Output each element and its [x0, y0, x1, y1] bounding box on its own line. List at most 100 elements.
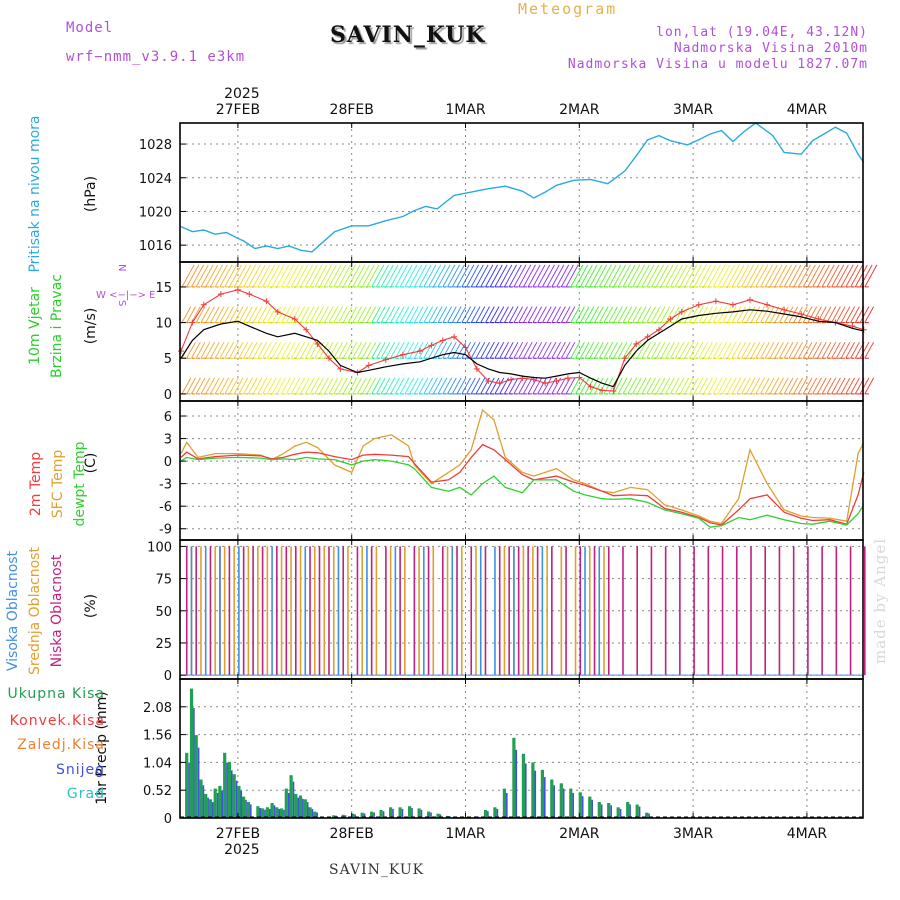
wind-barb [707, 264, 721, 288]
wind-barb [717, 306, 727, 323]
wind-barb [494, 306, 505, 323]
wind-barb [698, 377, 708, 395]
wind-barb [238, 264, 252, 288]
wind-barb [347, 341, 358, 359]
wind-barb [731, 264, 745, 288]
wind-barb [651, 306, 661, 323]
wind-barb [219, 306, 230, 323]
wind-barb [428, 264, 442, 288]
snow-bar [259, 808, 262, 818]
wind-barb [712, 306, 723, 323]
wind-barb [409, 341, 419, 359]
wind-barb [219, 264, 233, 288]
wind-barb [722, 264, 735, 288]
wind-barb [731, 377, 742, 395]
snow-bar [363, 813, 366, 818]
wind-barb [750, 377, 761, 395]
precip-bar [417, 808, 421, 818]
model-label: Model [66, 20, 114, 36]
wind-barb [248, 264, 261, 288]
legend-conv-rain: Konvek.Kisa [9, 713, 105, 729]
wind-barb [475, 377, 486, 395]
model-name: wrf−nmm_v3.9.1 e3km [66, 49, 246, 65]
wind-barb [399, 341, 410, 359]
wind-barb [660, 341, 671, 359]
wind-barb [579, 377, 590, 395]
wind-barb [584, 341, 595, 359]
wind-barb [831, 306, 841, 323]
wind-barb [636, 306, 647, 323]
wind-barb [736, 341, 746, 359]
wind-barb [214, 377, 225, 395]
precip-bar [550, 779, 554, 818]
wind-barb [470, 306, 481, 323]
snow-bar [306, 802, 309, 818]
snow-bar [240, 790, 243, 818]
wind-barb [670, 264, 683, 288]
wind-barb [741, 341, 751, 359]
wind-barb [470, 341, 481, 359]
pressure-line [180, 122, 865, 253]
wind-barb [788, 377, 799, 395]
wind-barb [333, 306, 343, 323]
wind-barb [485, 377, 495, 395]
wind-barb [793, 341, 803, 359]
precip-bar [341, 814, 345, 818]
wind-barb [304, 264, 318, 288]
wind-barb [276, 306, 286, 323]
top-date-label: 4MAR [787, 102, 828, 118]
wind-barb [191, 341, 201, 359]
bottom-date-label: 27FEB [216, 826, 260, 842]
wind-barb [660, 377, 671, 395]
wind-barb [850, 264, 864, 288]
wind-barb [466, 264, 479, 288]
wind-barb [437, 377, 448, 395]
wind-barb [760, 306, 770, 323]
wind-barb [755, 341, 765, 359]
wind-barb [850, 377, 860, 395]
y-tick-label: 6 [164, 410, 172, 425]
wind-barb [508, 377, 519, 395]
y-tick-label: 1.56 [143, 729, 172, 744]
wind-barb [826, 341, 837, 359]
wind-barb [229, 341, 239, 359]
wind-barb [186, 306, 196, 323]
snow-bar [487, 811, 489, 818]
wind-barb [229, 264, 242, 288]
wind-barb [817, 306, 827, 323]
y-tick-label: 1028 [139, 138, 172, 153]
wind-barb [575, 306, 585, 323]
wind-barb [518, 306, 528, 323]
wind-barb [357, 377, 367, 395]
wind-barb [390, 306, 400, 323]
snow-bar [544, 777, 546, 818]
wind-barb [707, 341, 718, 359]
snow-bar [572, 793, 574, 818]
precip-bar [531, 762, 535, 818]
wind-barb [745, 341, 756, 359]
wind-barb [831, 341, 841, 359]
footer-station: SAVIN_KUK [329, 862, 425, 878]
wind-barb [712, 264, 726, 288]
wind-barb [802, 341, 813, 359]
wind-barb [670, 341, 680, 359]
wind-barb [361, 306, 372, 323]
snow-bar [619, 808, 622, 818]
wind-barb [556, 306, 566, 323]
wind-barb [523, 341, 533, 359]
wind-barb [636, 377, 647, 395]
wind-barb [603, 264, 617, 288]
wind-barb [195, 306, 206, 323]
wind-barb [357, 341, 367, 359]
wind-barb [342, 341, 353, 359]
wind-barb [456, 377, 467, 395]
wind-barb [793, 377, 803, 395]
wind-barb [243, 306, 253, 323]
wind-barb [783, 264, 797, 288]
wind-barb [413, 341, 424, 359]
wind-barb [655, 306, 666, 323]
wind-barb [432, 306, 443, 323]
wind-barb [447, 264, 460, 288]
wind-barb [366, 264, 380, 288]
wind-barb [693, 264, 707, 288]
